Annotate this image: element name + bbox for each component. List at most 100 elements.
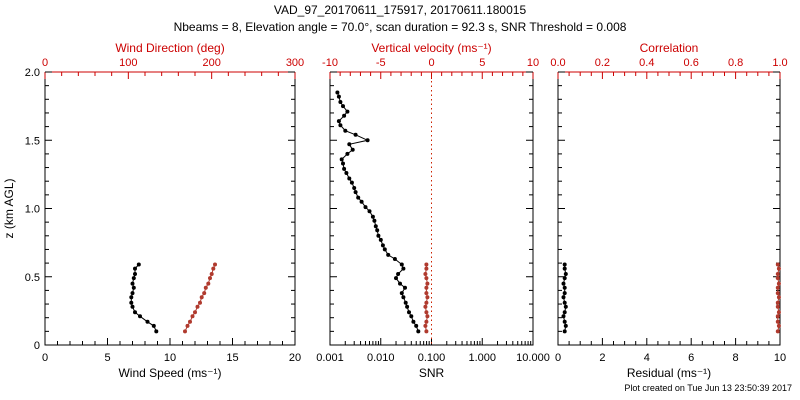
vertical-velocity-marker (424, 300, 429, 305)
vertical-velocity-marker (424, 285, 429, 290)
snr-profile-marker (359, 199, 364, 204)
snr-profile-marker (396, 272, 401, 276)
residual-profile-marker (562, 285, 567, 290)
correlation-profile-marker (775, 319, 780, 324)
vertical-velocity-marker (425, 314, 430, 319)
residual-profile-marker (561, 281, 566, 286)
snr-profile-marker (356, 195, 361, 200)
axis-text: Wind Speed (ms⁻¹) (118, 366, 221, 380)
axis-text: 0.0 (550, 57, 565, 69)
axis-text: 2 (599, 352, 605, 364)
wind-direction-marker (203, 285, 208, 290)
correlation-profile-marker (775, 314, 780, 319)
axis-text: Residual (ms⁻¹) (627, 366, 711, 380)
snr-profile-marker (336, 94, 341, 99)
snr-profile-marker (373, 224, 378, 229)
snr-profile-marker (344, 171, 349, 175)
axis-text: Wind Direction (deg) (115, 41, 224, 55)
vertical-velocity-marker (424, 310, 429, 315)
vertical-velocity-marker (424, 319, 429, 324)
snr-profile-marker (343, 128, 348, 133)
axis-text: 0.6 (684, 57, 699, 69)
wind-panel: 0 5 10 15 20 Wind Speed (ms⁻¹) 0 100 200 300 Wind … (2, 41, 304, 380)
vertical-velocity-marker (425, 281, 430, 286)
wind-direction-marker (183, 329, 187, 334)
snr-profile-marker (405, 304, 410, 309)
snr-profile-marker (342, 166, 347, 171)
axis-text: 0.2 (595, 57, 610, 69)
residual-profile-marker (562, 262, 567, 267)
correlation-profile-marker (775, 272, 780, 276)
axis-text: 10 (774, 352, 786, 364)
residual-profile-marker (562, 310, 567, 315)
snr-profile-marker (382, 247, 387, 252)
snr-profile-marker (403, 300, 408, 305)
wind-speed-marker (154, 329, 159, 334)
wind-direction-marker (185, 323, 190, 328)
correlation-profile-marker (775, 329, 780, 334)
snr-profile-marker (338, 123, 343, 128)
vertical-velocity-marker (423, 272, 428, 276)
wind-direction-marker (188, 319, 192, 324)
axis-text: 1.000 (468, 352, 496, 364)
axis-text: 8 (733, 352, 739, 364)
correlation-profile-marker (775, 300, 780, 305)
correlation-profile-marker (776, 323, 781, 328)
wind-speed-marker (145, 319, 150, 324)
snr-profile-marker (401, 295, 406, 300)
axis-text: 0.100 (418, 352, 446, 364)
axis-text: 6 (688, 352, 694, 364)
wind-direction-marker (208, 276, 212, 281)
axis-text: 0 (42, 57, 48, 69)
residual-profile-marker (561, 314, 566, 319)
wind-direction-marker (190, 314, 195, 319)
snr-profile-marker (378, 237, 383, 242)
axis-text: 10 (527, 57, 539, 69)
vertical-velocity-marker (424, 262, 429, 267)
axis-text: 2.0 (25, 67, 40, 79)
axis-text: -5 (376, 57, 386, 69)
snr-profile-marker (353, 190, 358, 195)
axis-text: -10 (322, 57, 338, 69)
snr-profile-marker (353, 132, 358, 137)
wind-speed-marker (130, 304, 135, 309)
snr-profile-marker (380, 243, 385, 248)
snr-profile-marker (335, 90, 340, 95)
axis-text: 0 (42, 352, 48, 364)
axis-text: 0 (555, 352, 561, 364)
snr-panel: 0.001 0.010 0.100 1.000 10.000 SNR -10 -5 0 5 10 Ve… (316, 41, 550, 380)
snr-profile-marker (398, 281, 402, 286)
axis-text: 200 (202, 57, 220, 69)
vertical-velocity-marker (424, 276, 429, 281)
axis-text: 1.5 (25, 135, 40, 147)
snr-profile-marker (363, 205, 368, 210)
axis-text: 5 (479, 57, 485, 69)
snr-profile-marker (416, 329, 421, 334)
wind-direction-marker (206, 281, 211, 286)
residual-profile-marker (562, 266, 567, 271)
vertical-velocity-marker (424, 329, 429, 334)
y-axis-label: z (km AGL) (2, 178, 16, 238)
snr-profile-marker (401, 266, 406, 271)
snr-profile-marker (352, 186, 357, 190)
residual-profile-marker (563, 272, 568, 276)
vertical-velocity-marker (424, 266, 429, 271)
vertical-velocity-marker (423, 304, 428, 309)
residual-profile-marker (562, 329, 567, 334)
correlation-profile-marker (776, 281, 781, 286)
axis-text: 10.000 (516, 352, 550, 364)
snr-profile-marker (399, 291, 404, 296)
axis-text: 5 (104, 352, 110, 364)
axis-text: 0.010 (367, 352, 395, 364)
axis-text: 10 (164, 352, 176, 364)
wind-speed-marker (130, 281, 135, 286)
correlation-profile-marker (775, 285, 780, 290)
snr-profile-marker (345, 109, 350, 114)
wind-direction-marker (193, 310, 197, 315)
snr-profile-marker (375, 228, 380, 233)
wind-speed-marker (129, 300, 134, 305)
wind-speed-marker (129, 295, 134, 300)
snr-profile-marker (399, 262, 404, 267)
snr-profile-marker (403, 285, 407, 290)
snr-profile-marker (367, 209, 372, 214)
